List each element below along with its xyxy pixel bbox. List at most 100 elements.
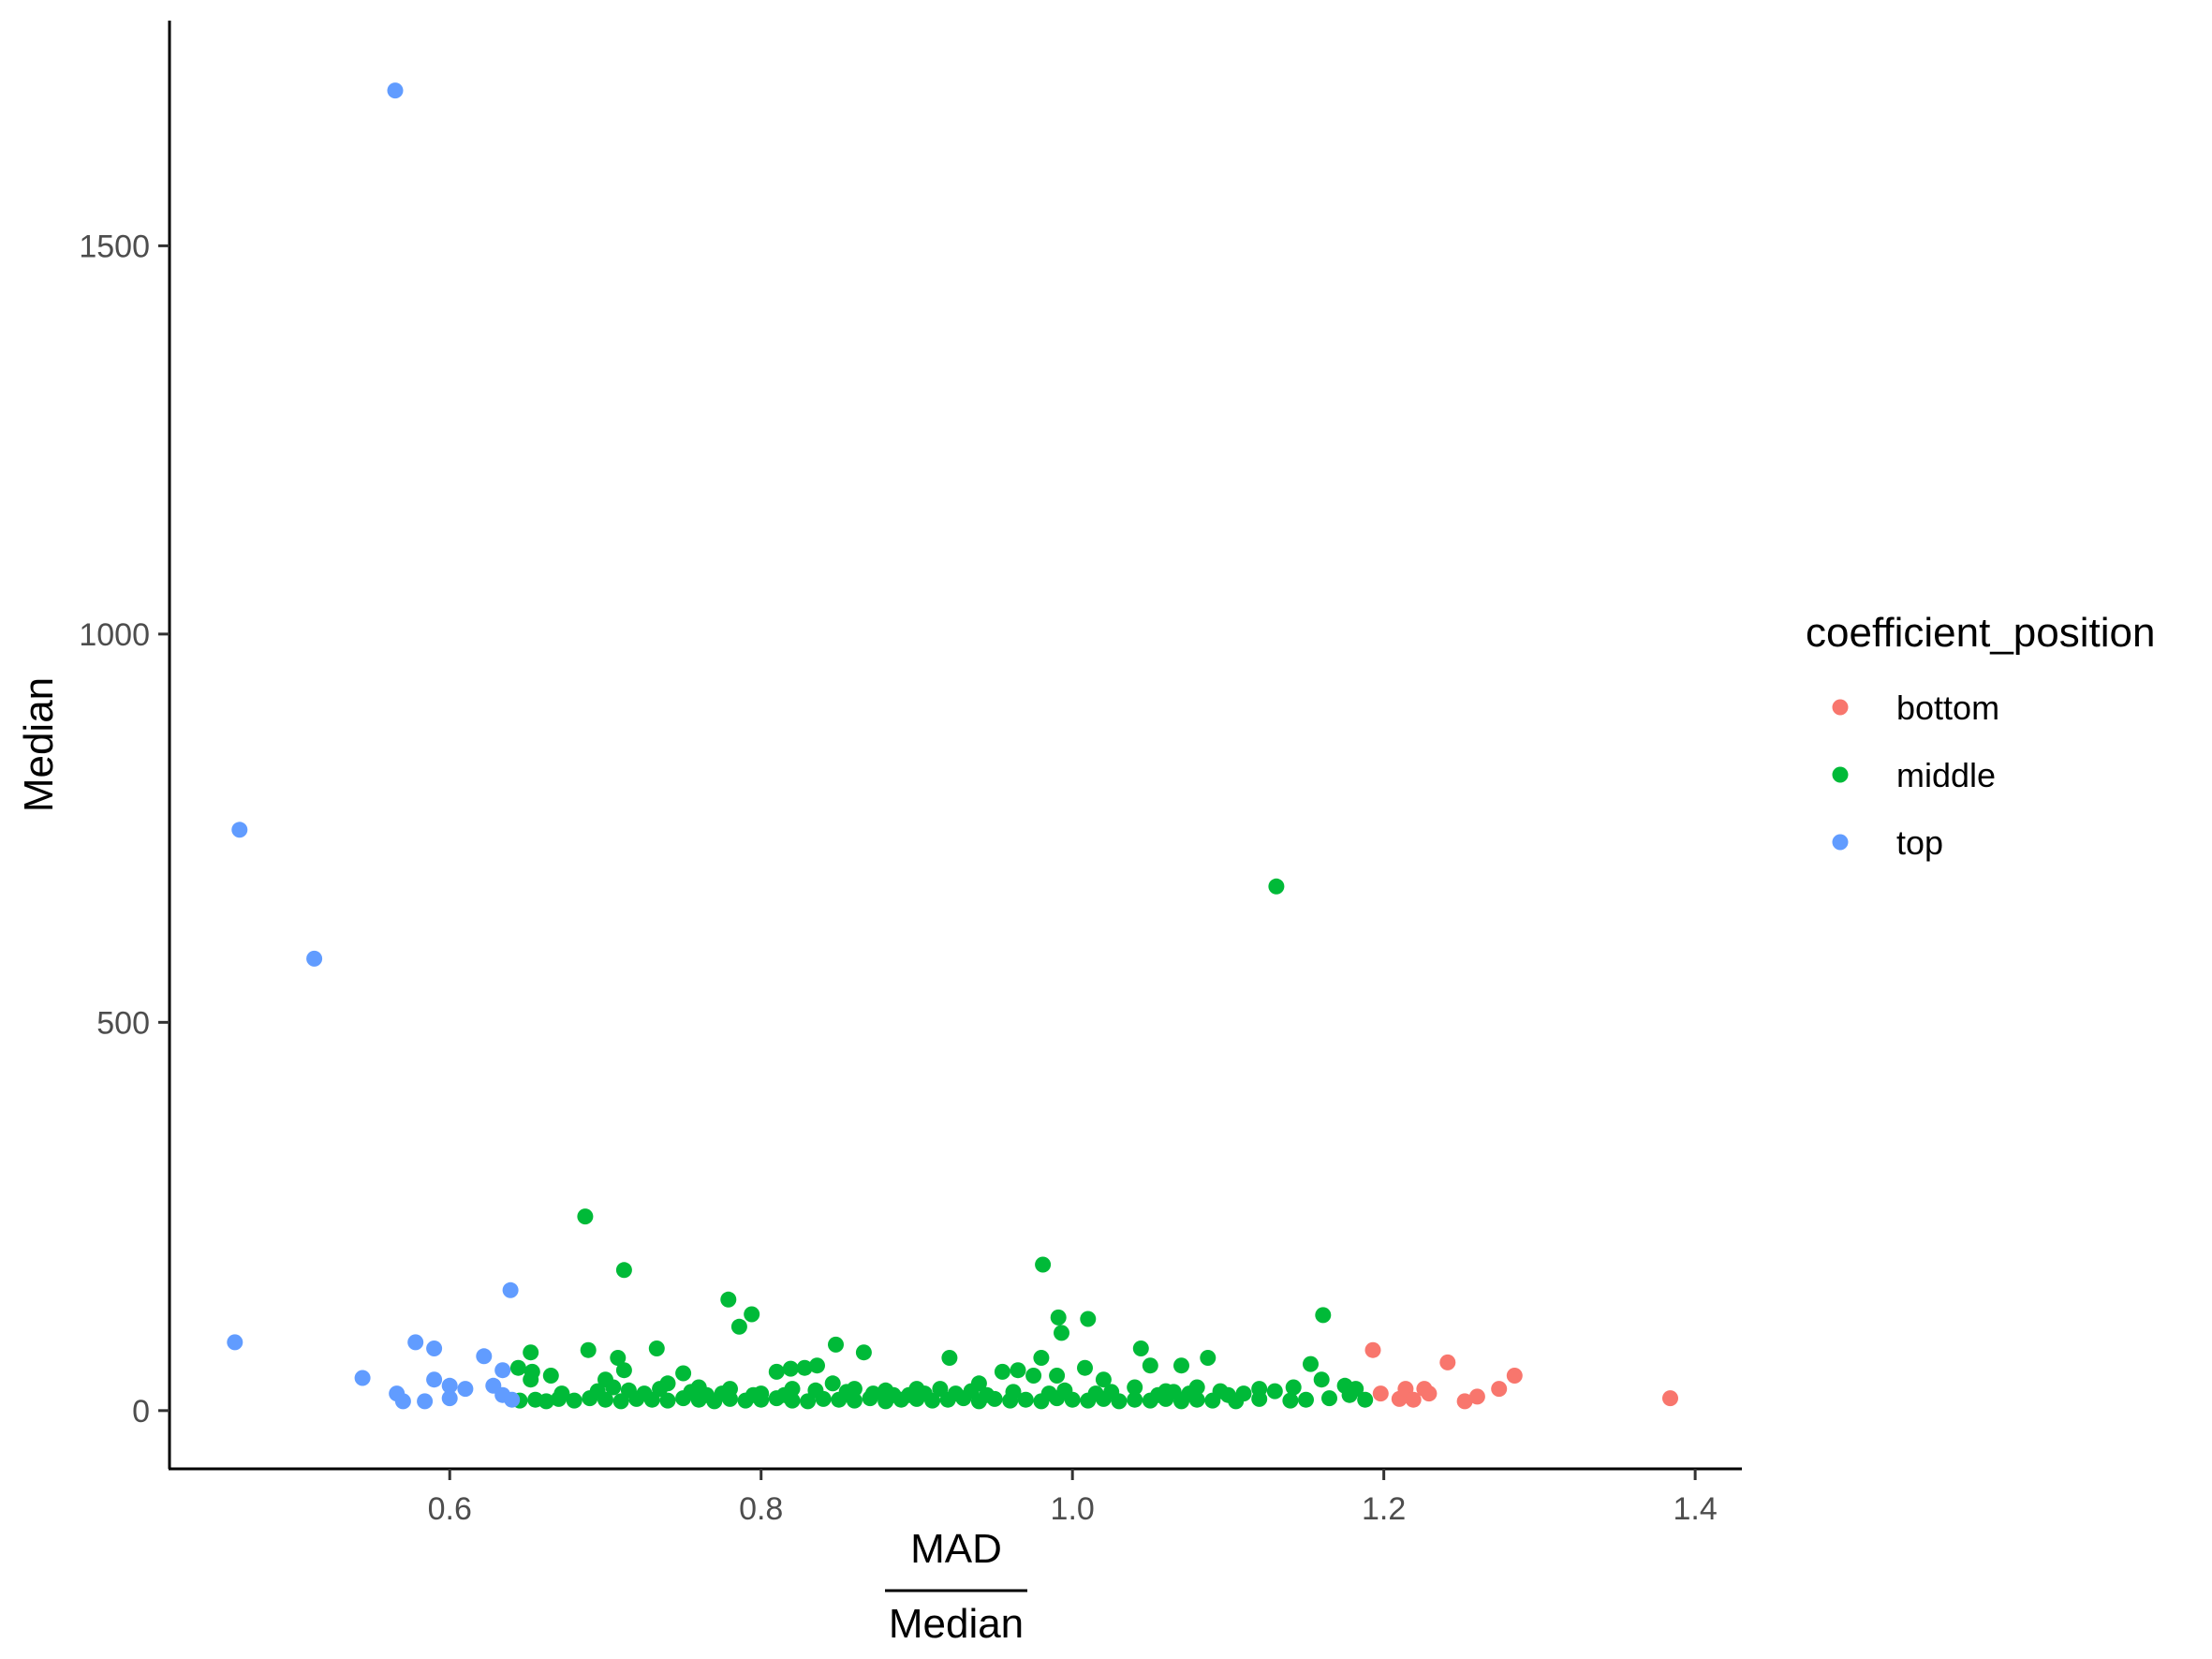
legend-title: coefficient_position (1806, 610, 2155, 656)
point-middle-14 (828, 1336, 844, 1353)
legend-label-bottom: bottom (1896, 689, 1999, 727)
point-middle-122 (1040, 1385, 1057, 1402)
point-top-15 (476, 1348, 493, 1365)
point-middle-56 (1285, 1379, 1302, 1396)
y-tick-label: 1500 (79, 229, 150, 264)
point-middle-142 (1103, 1384, 1120, 1400)
point-middle-140 (1005, 1384, 1022, 1400)
point-middle-132 (714, 1385, 730, 1402)
point-middle-121 (979, 1386, 995, 1403)
point-middle-55 (1266, 1383, 1283, 1400)
point-bottom-7 (1439, 1354, 1456, 1370)
point-middle-143 (1165, 1384, 1182, 1400)
x-axis-ticks: 0.6 0.8 1.0 1.2 1.4 (428, 1469, 1718, 1527)
point-middle-129 (620, 1382, 637, 1399)
point-middle-49 (1077, 1359, 1093, 1376)
point-bottom-12 (1662, 1390, 1678, 1407)
point-top-4 (502, 1281, 519, 1298)
point-middle-125 (1181, 1385, 1198, 1402)
point-middle-100 (1127, 1391, 1143, 1408)
legend-key-bottom (1832, 699, 1849, 716)
point-middle-10 (1315, 1307, 1332, 1324)
point-middle-130 (652, 1381, 669, 1398)
point-middle-134 (807, 1382, 824, 1399)
point-middle-70 (659, 1392, 676, 1409)
point-top-9 (417, 1393, 434, 1410)
point-middle-112 (1357, 1391, 1374, 1408)
point-middle-33 (675, 1365, 692, 1382)
point-middle-8 (1054, 1325, 1069, 1341)
x-tick-label: 1.0 (1051, 1491, 1095, 1527)
point-middle-45 (994, 1363, 1010, 1380)
point-middle-124 (1150, 1386, 1167, 1403)
point-middle-139 (963, 1383, 980, 1400)
point-middle-115 (636, 1385, 653, 1402)
x-tick-label: 1.2 (1362, 1491, 1406, 1527)
point-middle-12 (580, 1341, 597, 1358)
point-top-12 (441, 1377, 458, 1394)
point-top-1 (231, 822, 248, 838)
point-middle-27 (509, 1359, 526, 1376)
y-tick-label: 0 (132, 1394, 150, 1429)
point-middle-21 (1142, 1357, 1158, 1374)
point-top-13 (441, 1390, 458, 1407)
point-top-19 (504, 1391, 521, 1408)
point-middle-111 (1341, 1386, 1358, 1403)
y-axis-title: Median (16, 677, 62, 812)
point-middle-64 (566, 1392, 582, 1409)
point-bottom-0 (1364, 1341, 1381, 1358)
legend-label-middle: middle (1896, 756, 1996, 794)
point-middle-107 (1251, 1390, 1268, 1407)
point-bottom-10 (1491, 1381, 1508, 1398)
point-middle-17 (941, 1350, 958, 1366)
point-middle-24 (796, 1359, 813, 1376)
point-bottom-4 (1405, 1391, 1422, 1408)
point-middle-7 (1050, 1309, 1067, 1326)
point-top-7 (394, 1393, 411, 1410)
point-middle-120 (948, 1385, 964, 1402)
y-axis-ticks: 0 500 1000 1500 (79, 229, 170, 1429)
y-tick-label: 1000 (79, 617, 150, 653)
point-middle-11 (648, 1341, 665, 1356)
point-top-2 (306, 950, 323, 967)
legend-label-top: top (1896, 823, 1943, 862)
point-middle-1 (577, 1208, 594, 1225)
point-top-11 (426, 1371, 443, 1388)
y-tick-label: 500 (96, 1005, 150, 1041)
point-middle-46 (1010, 1362, 1026, 1379)
point-middle-135 (838, 1384, 855, 1400)
x-axis-title-numerator: MAD (910, 1526, 1002, 1572)
point-bottom-1 (1372, 1385, 1389, 1402)
point-middle-123 (1087, 1385, 1104, 1402)
point-middle-16 (1132, 1341, 1149, 1356)
point-middle-23 (809, 1357, 825, 1374)
legend-key-middle (1832, 766, 1849, 783)
x-axis-title-denominator: Median (889, 1601, 1024, 1647)
point-middle-117 (776, 1386, 793, 1403)
point-middle-4 (720, 1291, 737, 1308)
point-middle-113 (553, 1385, 570, 1402)
point-middle-114 (589, 1383, 606, 1400)
point-middle-25 (782, 1360, 799, 1377)
x-tick-label: 0.6 (428, 1491, 472, 1527)
point-middle-131 (683, 1384, 700, 1400)
point-middle-51 (1127, 1379, 1143, 1396)
point-middle-136 (885, 1386, 902, 1403)
point-bottom-6 (1421, 1385, 1438, 1402)
legend-entries: bottom middle top (1832, 689, 1999, 862)
point-top-17 (494, 1362, 511, 1379)
point-middle-13 (523, 1344, 539, 1361)
point-bottom-9 (1468, 1388, 1485, 1405)
point-middle-2 (615, 1262, 632, 1279)
point-top-8 (407, 1334, 424, 1351)
point-middle-9 (1080, 1311, 1097, 1327)
point-middle-50 (1095, 1371, 1112, 1388)
point-top-14 (457, 1381, 474, 1398)
point-middle-118 (864, 1385, 881, 1402)
point-middle-138 (932, 1381, 949, 1398)
point-middle-0 (1268, 878, 1285, 895)
point-middle-141 (1056, 1382, 1073, 1399)
point-middle-40 (824, 1375, 841, 1392)
point-middle-18 (1033, 1350, 1050, 1366)
point-middle-108 (1282, 1392, 1299, 1409)
